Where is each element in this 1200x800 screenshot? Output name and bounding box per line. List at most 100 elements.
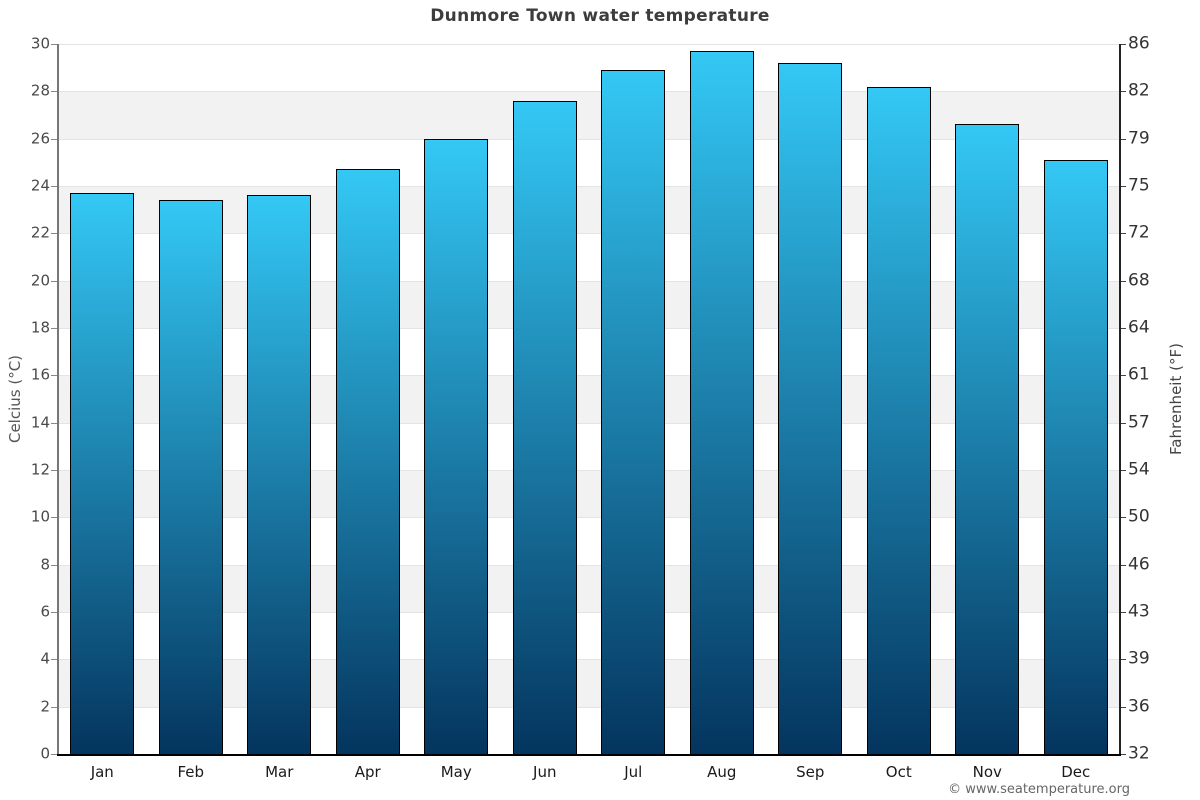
- y-tick-fahrenheit: 32: [1128, 743, 1150, 764]
- grid-band: [58, 328, 1120, 375]
- bar-dec: [1043, 159, 1108, 754]
- grid-band: [58, 706, 1120, 754]
- grid-band: [58, 280, 1120, 328]
- y-tickmark-left: [51, 612, 57, 613]
- x-tick-apr: Apr: [354, 763, 381, 781]
- y-tick-celsius: 28: [30, 81, 50, 100]
- y-tickmark-right: [1121, 91, 1126, 93]
- y-tick-celsius: 18: [30, 318, 50, 337]
- y-tickmark-left: [51, 517, 57, 519]
- y-tick-fahrenheit: 64: [1128, 317, 1150, 338]
- y-axis-left-spine: [57, 44, 59, 754]
- y-tickmark-right: [1121, 470, 1126, 471]
- y-tickmark-left: [51, 138, 57, 140]
- y-tickmark-right: [1121, 138, 1126, 140]
- y-tickmark-left: [51, 186, 57, 187]
- y-tickmark-left: [51, 659, 57, 661]
- y-tick-fahrenheit: 39: [1128, 648, 1150, 669]
- bar-mar: [247, 195, 312, 754]
- bar-feb: [158, 200, 223, 754]
- y-tick-celsius: 16: [30, 365, 50, 384]
- y-tickmark-right: [1121, 517, 1126, 519]
- bar-may: [424, 138, 489, 754]
- y-tickmark-left: [51, 754, 57, 755]
- bar-sep: [778, 62, 843, 754]
- bar-oct: [866, 86, 931, 754]
- grid-band: [58, 138, 1120, 186]
- x-tick-jun: Jun: [533, 763, 557, 781]
- grid-band: [58, 517, 1120, 564]
- y-tick-fahrenheit: 79: [1128, 128, 1150, 149]
- x-tick-mar: Mar: [265, 763, 294, 781]
- y-tick-celsius: 0: [40, 744, 50, 763]
- grid-band: [58, 470, 1120, 518]
- y-tickmark-left: [51, 91, 57, 93]
- x-tick-feb: Feb: [177, 763, 205, 781]
- y-tick-celsius: 22: [30, 223, 50, 242]
- y-tick-celsius: 10: [30, 507, 50, 526]
- x-tick-dec: Dec: [1061, 763, 1091, 781]
- y-tick-celsius: 8: [40, 555, 50, 574]
- copyright-text: © www.seatemperature.org: [948, 782, 1130, 797]
- y-tick-celsius: 4: [40, 649, 50, 668]
- bar-apr: [335, 169, 400, 754]
- y-tick-celsius: 12: [30, 460, 50, 479]
- grid-band: [58, 186, 1120, 234]
- y-tick-fahrenheit: 54: [1128, 459, 1150, 480]
- bar-nov: [955, 124, 1020, 754]
- grid-band: [58, 659, 1120, 707]
- y-tick-celsius: 6: [40, 602, 50, 621]
- y-tick-fahrenheit: 43: [1128, 601, 1150, 622]
- y-tick-celsius: 30: [30, 34, 50, 53]
- y-tick-celsius: 2: [40, 697, 50, 716]
- x-tick-aug: Aug: [707, 763, 737, 781]
- grid-band: [58, 564, 1120, 612]
- plot-area: [58, 44, 1120, 754]
- grid-band: [58, 233, 1120, 280]
- y-tickmark-right: [1121, 564, 1126, 566]
- y-tick-celsius: 24: [30, 176, 50, 195]
- y-tick-celsius: 26: [30, 129, 50, 148]
- y-tick-fahrenheit: 46: [1128, 554, 1150, 575]
- y-axis-left-title: Celcius (°C): [6, 354, 24, 444]
- y-tickmark-left: [51, 706, 57, 708]
- x-tick-oct: Oct: [885, 763, 912, 781]
- x-tick-sep: Sep: [796, 763, 825, 781]
- y-tickmark-left: [51, 44, 57, 45]
- y-tick-fahrenheit: 72: [1128, 222, 1150, 243]
- y-tickmark-right: [1121, 280, 1126, 282]
- y-tickmark-left: [51, 375, 57, 377]
- bar-aug: [689, 51, 754, 754]
- y-tick-fahrenheit: 61: [1128, 364, 1150, 385]
- y-tickmark-right: [1121, 233, 1126, 235]
- y-tick-fahrenheit: 75: [1128, 175, 1150, 196]
- y-axis-right-title: Fahrenheit (°F): [1167, 343, 1185, 455]
- y-tick-fahrenheit: 68: [1128, 270, 1150, 291]
- y-tickmark-left: [51, 328, 57, 329]
- y-axis-right-spine: [1119, 44, 1121, 755]
- chart-title: Dunmore Town water temperature: [430, 6, 770, 26]
- y-tickmark-left: [51, 564, 57, 566]
- x-axis-baseline: [57, 753, 1121, 756]
- x-tick-may: May: [440, 763, 472, 781]
- x-tick-jan: Jan: [90, 763, 114, 781]
- y-tickmark-right: [1121, 328, 1126, 329]
- y-tickmark-right: [1121, 659, 1126, 661]
- grid-band: [58, 375, 1120, 423]
- y-tickmark-right: [1121, 612, 1126, 613]
- y-tick-fahrenheit: 36: [1128, 696, 1150, 717]
- x-tick-jul: Jul: [624, 763, 643, 781]
- y-tick-fahrenheit: 57: [1128, 412, 1150, 433]
- grid-band: [58, 612, 1120, 659]
- y-tickmark-left: [51, 470, 57, 471]
- bar-jan: [70, 193, 135, 754]
- y-tick-fahrenheit: 86: [1128, 33, 1150, 54]
- y-tick-celsius: 14: [30, 413, 50, 432]
- x-tick-nov: Nov: [972, 763, 1002, 781]
- y-tickmark-left: [51, 280, 57, 282]
- y-tickmark-left: [51, 233, 57, 235]
- y-tick-fahrenheit: 82: [1128, 80, 1150, 101]
- y-tick-fahrenheit: 50: [1128, 506, 1150, 527]
- y-tickmark-right: [1121, 706, 1126, 708]
